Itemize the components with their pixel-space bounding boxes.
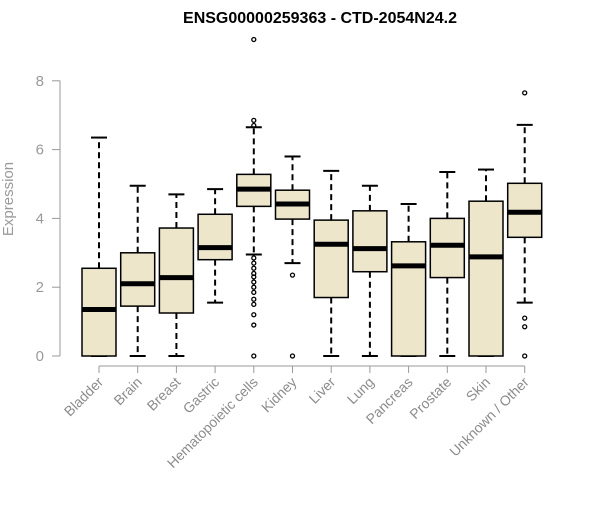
outlier-point	[522, 324, 528, 330]
x-tick-label: Skin	[463, 374, 494, 405]
x-tick-label: Liver	[306, 374, 339, 407]
box-iqr	[429, 217, 466, 279]
x-tick-label: Kidney	[258, 374, 300, 416]
y-tick-label: 4	[36, 210, 44, 227]
box-pancreas	[390, 202, 427, 357]
x-tick-label: Lung	[344, 374, 377, 407]
outlier-point	[251, 296, 257, 302]
box-breast	[158, 193, 195, 357]
box-liver	[313, 169, 349, 357]
box-iqr	[468, 200, 504, 357]
outlier-point	[289, 272, 296, 278]
box-prostate	[429, 170, 466, 357]
outlier-point	[251, 353, 257, 359]
y-tick-label: 2	[36, 279, 44, 296]
y-axis-label: Expression	[0, 162, 17, 236]
y-tick-label: 6	[36, 142, 44, 159]
chart-title: ENSG00000259363 - CTD-2054N24.2	[183, 10, 457, 27]
outlier-point	[251, 279, 257, 285]
y-tick-label: 8	[36, 73, 44, 90]
outlier-point	[251, 274, 257, 280]
box-iqr	[313, 219, 349, 299]
outlier-point	[251, 117, 257, 124]
box-gastric	[197, 188, 233, 304]
outlier-point	[251, 36, 257, 43]
outlier-point	[251, 301, 257, 308]
box-skin	[468, 168, 504, 357]
outlier-point	[522, 90, 528, 96]
outlier-point	[522, 353, 528, 359]
y-axis: 0 2 4 6 8	[36, 73, 61, 365]
box-hematopoietic-cells	[236, 36, 272, 359]
box-iqr	[119, 252, 156, 307]
outlier-point	[251, 312, 257, 318]
outlier-point	[251, 122, 257, 129]
box-iqr	[352, 210, 388, 273]
outlier-point	[251, 322, 257, 328]
x-tick-label: Brain	[110, 374, 144, 408]
outlier-point	[251, 260, 257, 266]
box-iqr	[81, 267, 117, 357]
outlier-point	[251, 284, 257, 290]
box-iqr	[197, 213, 233, 261]
outlier-point	[522, 315, 528, 321]
outlier-point	[251, 265, 257, 271]
box-iqr	[390, 241, 427, 357]
outlier-point	[251, 255, 257, 261]
x-tick-label: Prostate	[406, 374, 454, 422]
outlier-point	[251, 289, 257, 296]
plot-area	[81, 36, 543, 359]
y-tick-label: 0	[36, 348, 44, 365]
box-unknown-other	[506, 90, 543, 359]
box-iqr	[158, 227, 195, 314]
box-lung	[352, 184, 388, 357]
box-kidney	[274, 155, 311, 359]
x-tick-label: Bladder	[61, 374, 107, 420]
box-brain	[119, 184, 156, 357]
outlier-point	[289, 353, 296, 359]
box-bladder	[81, 136, 117, 357]
x-tick-label: Breast	[144, 374, 184, 414]
